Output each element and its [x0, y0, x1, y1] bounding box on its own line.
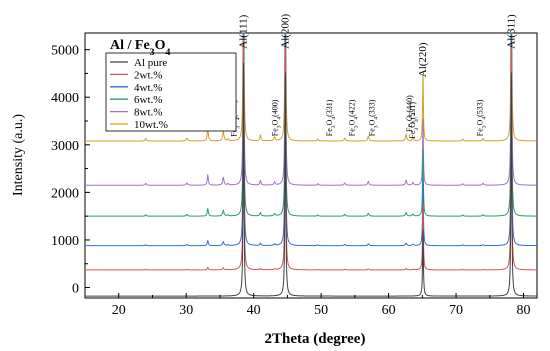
legend-label: 6wt.%: [134, 94, 162, 106]
series-line: [85, 32, 537, 142]
x-tick-label: 60: [382, 303, 396, 318]
fe3o4-peak-label: Fe3O4(400): [271, 99, 283, 136]
plot-border: [84, 32, 538, 299]
y-axis-label: Intensity (a.u.): [11, 114, 26, 196]
series-line: [85, 36, 537, 271]
x-tick-label: 70: [449, 303, 463, 318]
x-axis-label: 2Theta (degree): [265, 331, 366, 347]
y-tick-label: 4000: [51, 91, 79, 106]
legend-label: 8wt.%: [134, 107, 162, 119]
legend-label: 4wt.%: [134, 82, 162, 94]
fe3o4-peak-label: Fe3O4(333): [368, 99, 380, 136]
al-peak-label: Al(220): [417, 42, 429, 77]
x-tick-label: 30: [179, 303, 193, 318]
legend-label: Al pure: [134, 57, 167, 69]
al-peak-label: Al(111): [238, 14, 250, 48]
series-line: [85, 32, 537, 217]
y-tick-label: 5000: [51, 44, 79, 59]
series-layer: [85, 32, 537, 297]
chart-title: Al / Fe3O4: [110, 38, 170, 58]
y-tick-label: 2000: [51, 186, 79, 201]
legend-box: [105, 52, 237, 132]
x-tick-label: 40: [247, 303, 261, 318]
series-line: [85, 32, 537, 186]
y-tick-label: 3000: [51, 139, 79, 154]
ticks-layer: 20 30 40 50 60 70 80 0 1000 2000 3000 4000 5000: [51, 44, 531, 318]
fe3o4-peak-label: Fe3O4(440): [405, 95, 417, 132]
legend-label: 2wt.%: [134, 69, 162, 81]
x-tick-label: 50: [314, 303, 328, 318]
al-peak-label: Al(200): [279, 14, 291, 49]
annotation-layer: Al(111)Al(200)Al(220)Al(311)Fe3O4(311)Fe…: [223, 14, 518, 139]
y-tick-label: 1000: [51, 234, 79, 249]
series-line: [85, 32, 537, 247]
fe3o4-peak-label: Fe3O4(531): [408, 102, 420, 139]
al-peak-label: Al(311): [505, 14, 517, 49]
series-line: [85, 62, 537, 297]
x-tick-label: 80: [517, 303, 531, 318]
x-tick-label: 20: [112, 303, 126, 318]
fe3o4-peak-label: Fe3O4(422): [347, 99, 359, 136]
fe3o4-peak-label: Fe3O4(533): [476, 99, 488, 136]
legend-label: 10wt.%: [134, 119, 168, 131]
y-tick-label: 0: [72, 282, 79, 297]
fe3o4-peak-label: Fe3O4(331): [325, 99, 337, 136]
plot-frame: [84, 32, 538, 299]
